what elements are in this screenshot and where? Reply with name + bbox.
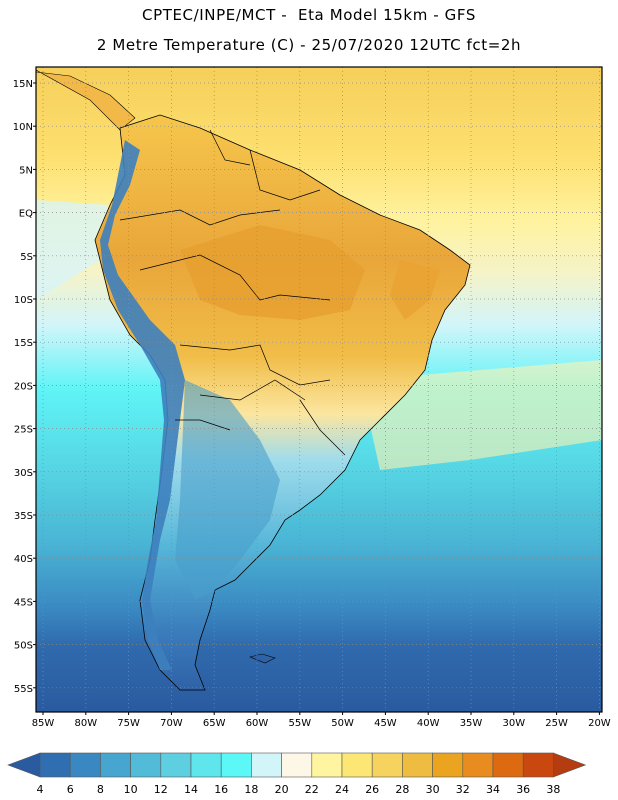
colorbar-swatch xyxy=(432,752,464,778)
colorbar-swatch xyxy=(160,752,192,778)
colorbar-swatch xyxy=(402,752,433,778)
colorbar-label: 6 xyxy=(67,783,74,796)
colorbar-swatch xyxy=(100,752,131,778)
northeast-hot-region xyxy=(390,260,440,320)
colorbar-label: 10 xyxy=(124,783,138,796)
colorbar-swatch xyxy=(522,752,554,778)
colorbar-label: 28 xyxy=(395,783,409,796)
colorbar-label: 8 xyxy=(97,783,104,796)
colorbar-swatch xyxy=(371,752,403,778)
falkland-islands xyxy=(249,653,276,664)
lat-tick-label: 5N xyxy=(19,165,33,176)
lon-tick-label: 20W xyxy=(588,718,611,729)
colorbar-swatch xyxy=(130,752,162,778)
lat-tick-label: 40S xyxy=(14,554,33,565)
colorbar-label: 26 xyxy=(365,783,379,796)
colorbar-label: 20 xyxy=(275,783,289,796)
colorbar-label: 18 xyxy=(244,783,258,796)
atlantic-warm-tongue xyxy=(360,360,602,470)
lat-tick-label: 10N xyxy=(13,122,33,133)
patagonia-cool-region xyxy=(175,380,280,600)
central-america-land xyxy=(36,69,136,131)
lat-tick-label: 5S xyxy=(20,252,33,263)
colorbar-swatch xyxy=(462,752,494,778)
map-title-line-1: CPTEC/INPE/MCT - Eta Model 15km - GFS xyxy=(142,6,476,24)
colorbar-swatch xyxy=(492,752,524,778)
colorbar-label: 30 xyxy=(426,783,440,796)
pacific-cool-band xyxy=(36,200,110,300)
lat-tick-label: 50S xyxy=(14,641,33,652)
lon-tick-label: 70W xyxy=(160,718,183,729)
lon-tick-label: 25W xyxy=(545,718,568,729)
lon-tick-label: 75W xyxy=(117,718,140,729)
lon-tick-label: 65W xyxy=(203,718,226,729)
colorbar-swatch xyxy=(341,752,373,778)
lon-tick-label: 50W xyxy=(331,718,354,729)
lat-tick-label: 10S xyxy=(14,295,33,306)
colorbar-label: 16 xyxy=(214,783,228,796)
lat-tick-label: 25S xyxy=(14,425,33,436)
colorbar-label: 32 xyxy=(456,783,470,796)
colorbar-label: 4 xyxy=(37,783,44,796)
andes-cold-strip xyxy=(100,140,185,670)
lon-tick-label: 85W xyxy=(32,718,55,729)
colorbar-swatch xyxy=(69,752,101,778)
colorbar-label: 12 xyxy=(154,783,168,796)
colorbar-label: 36 xyxy=(516,783,530,796)
lat-tick-label: 35S xyxy=(14,511,33,522)
lon-tick-label: 45W xyxy=(374,718,397,729)
colorbar-left-arrow xyxy=(7,752,41,778)
lat-tick-label: 45S xyxy=(14,597,33,608)
amazon-hot-region xyxy=(180,225,365,320)
map-title-line-2: 2 Metre Temperature (C) - 25/07/2020 12U… xyxy=(96,36,522,54)
colorbar-swatch xyxy=(281,752,313,778)
map-frame xyxy=(35,66,603,713)
lat-tick-label: EQ xyxy=(19,209,33,220)
longitude-labels: 85W 80W 75W 70W 65W 60W 55W 50W 45W 40W 35W 30W 25W 2… xyxy=(32,712,611,729)
lat-tick-label: 30S xyxy=(14,468,33,479)
colorbar-swatch xyxy=(251,752,282,778)
lat-tick-label: 15N xyxy=(13,79,33,90)
lat-tick-label: 55S xyxy=(14,684,33,695)
colorbar-label: 14 xyxy=(184,783,198,796)
colorbar-swatch xyxy=(220,752,252,778)
lat-tick-label: 15S xyxy=(14,338,33,349)
lon-tick-label: 55W xyxy=(288,718,311,729)
lon-tick-label: 35W xyxy=(460,718,483,729)
colorbar-right-arrow xyxy=(553,752,587,778)
latitude-labels: 15N 10N 5N EQ 5S 10S 15S 20S 25S 30S 35S 40S 45S 50S 5… xyxy=(13,79,36,695)
colorbar-label: 24 xyxy=(335,783,349,796)
color-scale: 4 6 8 10 12 14 16 18 20 22 24 26 28 30 32 34 36 38 xyxy=(7,752,587,796)
lon-tick-label: 60W xyxy=(246,718,269,729)
lon-tick-label: 80W xyxy=(74,718,97,729)
country-borders xyxy=(119,129,346,456)
colorbar-swatch xyxy=(39,752,71,778)
colorbar-label: 34 xyxy=(486,783,500,796)
colorbar-label: 38 xyxy=(546,783,560,796)
lon-tick-label: 30W xyxy=(502,718,525,729)
lat-tick-label: 20S xyxy=(14,381,33,392)
colorbar-swatch xyxy=(190,752,222,778)
lon-tick-label: 40W xyxy=(417,718,440,729)
colorbar-swatch xyxy=(311,752,343,778)
colorbar-label: 22 xyxy=(305,783,319,796)
